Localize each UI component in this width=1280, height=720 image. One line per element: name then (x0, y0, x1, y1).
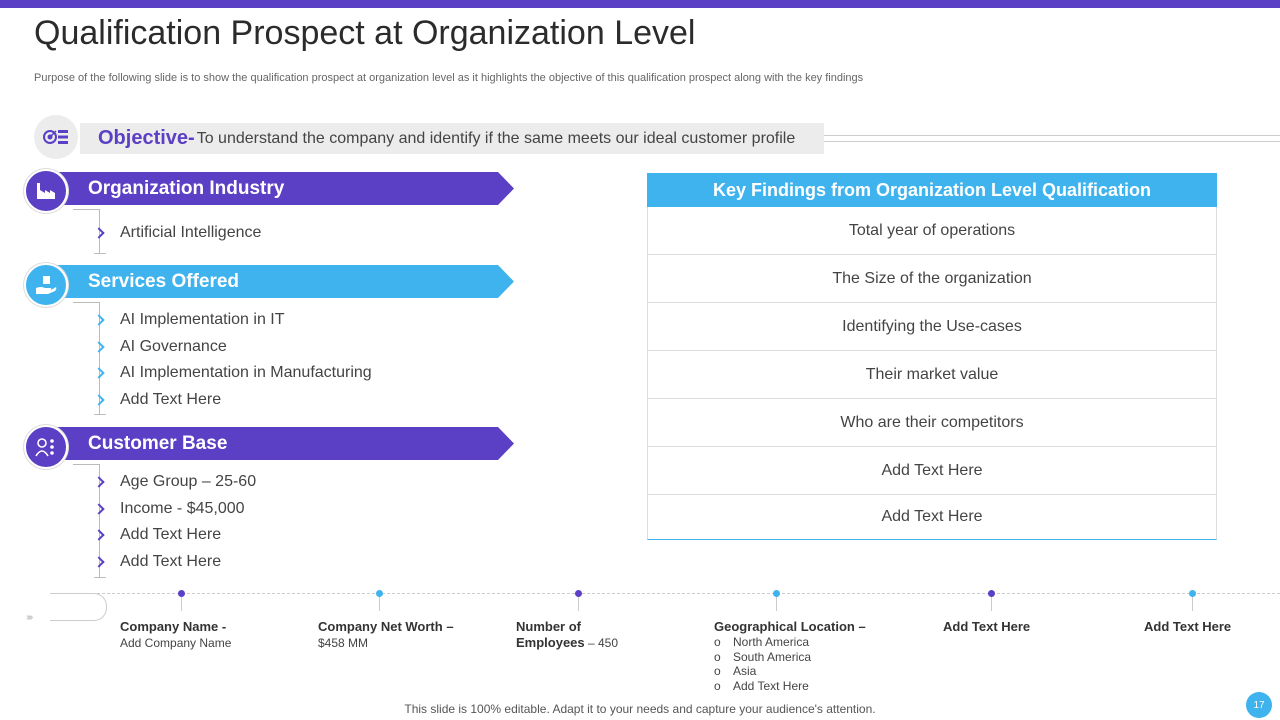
objective-text: To understand the company and identify i… (196, 129, 796, 147)
timeline-item-5: Add Text Here (943, 619, 1030, 635)
category-header-services: Services Offered (52, 265, 514, 298)
timeline-label-2: Employees (516, 635, 585, 650)
list-item: o Asia (714, 664, 757, 678)
table-row: Identifying the Use-cases (647, 303, 1217, 351)
table-row: Total year of operations (647, 207, 1217, 255)
chevrons-icon: ›››› (26, 612, 33, 623)
category-header-industry: Organization Industry (52, 172, 514, 205)
category-title: Services Offered (88, 270, 240, 292)
list-item: AI Implementation in IT (120, 311, 285, 328)
timeline-line (52, 593, 1280, 594)
timeline-item-geography: Geographical Location – o North America o… (714, 619, 866, 693)
timeline-tick (181, 597, 182, 611)
bullet-marker (93, 503, 105, 515)
timeline-item-net-worth: Company Net Worth – $458 MM (318, 619, 454, 651)
tree-end (94, 414, 106, 415)
bullet-marker (93, 227, 105, 239)
timeline-item-employees: Number of Employees – 450 (516, 619, 618, 651)
bullet-marker (93, 394, 105, 406)
timeline-tick (991, 597, 992, 611)
target-list-icon (34, 115, 78, 159)
bullet-marker (93, 556, 105, 568)
key-findings-table: Key Findings from Organization Level Qua… (647, 173, 1217, 540)
objective-divider-2 (824, 141, 1280, 142)
page-title: Qualification Prospect at Organization L… (34, 14, 696, 52)
list-item: Add Text Here (120, 391, 222, 408)
timeline-label: Number of (516, 619, 581, 634)
bullet-marker (93, 367, 105, 379)
tree-end (94, 253, 106, 254)
timeline-tick (776, 597, 777, 611)
bullet-marker (93, 529, 105, 541)
objective-bar: Objective- To understand the company and… (80, 123, 824, 154)
list-item: Add Text Here (120, 553, 222, 570)
timeline-dot (575, 590, 582, 597)
tree-line (99, 209, 100, 253)
objective-label: Objective- (98, 127, 195, 149)
tree-connector (73, 464, 99, 465)
table-row: Their market value (647, 351, 1217, 399)
tree-end (94, 577, 106, 578)
category-title: Customer Base (88, 432, 228, 454)
tree-line (99, 464, 100, 577)
table-row: Add Text Here (647, 447, 1217, 495)
bullet-marker (93, 476, 105, 488)
timeline-label: Company Name - (120, 619, 227, 634)
timeline-tick (578, 597, 579, 611)
timeline-value: $458 MM (318, 636, 369, 650)
table-row: Add Text Here (647, 495, 1217, 540)
list-item: AI Implementation in Manufacturing (120, 364, 372, 381)
timeline-value: – 450 (584, 636, 619, 650)
tree-connector (73, 209, 99, 210)
list-item: Age Group – 25-60 (120, 473, 257, 490)
timeline-dot (376, 590, 383, 597)
category-header-customers: Customer Base (52, 427, 514, 460)
page-subtitle: Purpose of the following slide is to sho… (34, 72, 864, 84)
timeline-dot (773, 590, 780, 597)
key-findings-header: Key Findings from Organization Level Qua… (647, 173, 1217, 207)
tree-connector (73, 302, 99, 303)
customer-icon (24, 425, 68, 469)
timeline-item-company-name: Company Name - Add Company Name (120, 619, 231, 651)
bullet-marker (93, 314, 105, 326)
timeline-curve (50, 593, 107, 621)
timeline-dot (988, 590, 995, 597)
timeline-label: Company Net Worth – (318, 619, 454, 634)
footer-note: This slide is 100% editable. Adapt it to… (404, 702, 876, 716)
objective-divider (824, 135, 1280, 136)
table-row: The Size of the organization (647, 255, 1217, 303)
list-item: Artificial Intelligence (120, 224, 262, 241)
timeline-label: Add Text Here (1144, 619, 1232, 634)
table-row: Who are their competitors (647, 399, 1217, 447)
timeline-dot (178, 590, 185, 597)
list-item: Add Text Here (120, 526, 222, 543)
list-item: o North America (714, 635, 810, 649)
timeline-item-6: Add Text Here (1144, 619, 1231, 635)
list-item: o South America (714, 649, 812, 664)
list-item: Income - $45,000 (120, 500, 245, 517)
hand-service-icon (24, 263, 68, 307)
top-accent-bar (0, 0, 1280, 8)
list-item: o Add Text Here (714, 678, 809, 693)
factory-icon (24, 169, 68, 213)
tree-line (99, 302, 100, 414)
timeline-label: Geographical Location – (714, 619, 866, 634)
timeline-dot (1189, 590, 1196, 597)
timeline-tick (1192, 597, 1193, 611)
page-number: 17 (1246, 692, 1272, 718)
category-title: Organization Industry (88, 177, 285, 199)
timeline-tick (379, 597, 380, 611)
list-item: AI Governance (120, 338, 227, 355)
timeline-label: Add Text Here (943, 619, 1031, 634)
bullet-marker (93, 341, 105, 353)
timeline-value: Add Company Name (120, 636, 232, 650)
